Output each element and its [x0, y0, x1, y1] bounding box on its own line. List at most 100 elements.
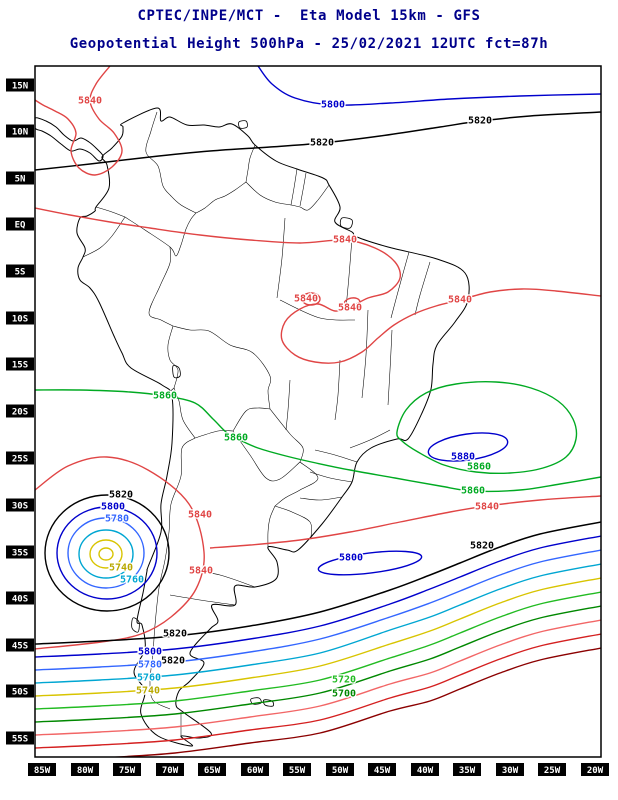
- country-border: [172, 325, 272, 410]
- lon-tick-box-25W: [538, 763, 566, 776]
- lat-tick-label-20S: 20S: [12, 408, 28, 418]
- contour-label-5700: 5700: [332, 689, 356, 700]
- country-border: [194, 430, 234, 439]
- lat-tick-box-5N: [6, 171, 34, 185]
- country-border: [169, 594, 236, 606]
- lat-tick-box-10S: [6, 311, 34, 325]
- contour-line-5800: [35, 535, 601, 658]
- country-border: [195, 181, 247, 214]
- country-border: [334, 359, 341, 421]
- contour-line-5640: [105, 647, 601, 757]
- lat-tick-box-50S: [6, 684, 34, 698]
- contour-label-5720: 5720: [332, 675, 356, 686]
- contour-ring-5880: [427, 432, 509, 462]
- lat-tick-label-5S: 5S: [15, 268, 26, 278]
- country-border: [245, 181, 330, 211]
- lon-tick-label-60W: 60W: [247, 766, 264, 776]
- island: [131, 617, 140, 633]
- country-border: [299, 172, 307, 207]
- lat-tick-box-40S: [6, 591, 34, 605]
- country-border: [82, 216, 126, 258]
- contour-label-5800: 5800: [339, 553, 363, 564]
- contour-label-5840: 5840: [188, 510, 212, 521]
- lon-tick-label-50W: 50W: [332, 766, 349, 776]
- country-border: [361, 309, 369, 399]
- contour-line-5860: [396, 381, 578, 475]
- lat-tick-label-EQ: EQ: [15, 221, 26, 231]
- contour-line-5840: [35, 66, 123, 176]
- contour-label-5740: 5740: [109, 563, 133, 574]
- country-border: [387, 329, 393, 406]
- title-line-2: Geopotential Height 500hPa - 25/02/2021 …: [69, 36, 549, 52]
- map-content: 5800582058205840584058405840584058605860…: [35, 66, 601, 757]
- country-border: [232, 407, 271, 432]
- lat-tick-label-50S: 50S: [12, 688, 28, 698]
- lat-tick-box-5S: [6, 264, 34, 278]
- country-border: [276, 217, 286, 299]
- contour-ring-5820: [44, 494, 170, 612]
- contour-label-5820: 5820: [161, 656, 185, 667]
- country-border: [189, 569, 256, 588]
- contour-line-5660: [35, 633, 601, 749]
- lon-tick-box-65W: [198, 763, 226, 776]
- country-border: [285, 379, 291, 431]
- contour-ring-5740: [89, 539, 123, 569]
- country-border: [309, 471, 353, 483]
- contour-label-5840: 5840: [78, 96, 102, 107]
- contour-ring-5760: [78, 529, 134, 579]
- country-border: [279, 299, 356, 321]
- lon-tick-box-20W: [581, 763, 609, 776]
- lat-tick-box-20S: [6, 404, 34, 418]
- contour-label-5840: 5840: [448, 295, 472, 306]
- country-border: [124, 212, 197, 257]
- contour-line-5720: [35, 591, 601, 710]
- lon-tick-box-80W: [71, 763, 99, 776]
- lat-tick-box-25S: [6, 451, 34, 465]
- lat-tick-box-15N: [6, 78, 34, 92]
- contour-label-5840: 5840: [189, 566, 213, 577]
- lat-tick-label-55S: 55S: [12, 735, 28, 745]
- lat-tick-box-EQ: [6, 217, 34, 231]
- country-border: [349, 429, 391, 449]
- lat-tick-box-45S: [6, 638, 34, 652]
- contour-line-5860: [35, 389, 601, 493]
- contour-label-5820: 5820: [468, 116, 492, 127]
- contour-label-5840: 5840: [294, 294, 318, 305]
- contour-ring-5840: [343, 297, 361, 309]
- lon-tick-label-45W: 45W: [374, 766, 391, 776]
- title-line-1: CPTEC/INPE/MCT - Eta Model 15km - GFS: [137, 8, 481, 24]
- lat-tick-label-25S: 25S: [12, 455, 28, 465]
- contour-ring-5720: [98, 547, 114, 561]
- lat-tick-label-15S: 15S: [12, 361, 28, 371]
- lon-tick-label-25W: 25W: [544, 766, 561, 776]
- contour-line-5700: [35, 605, 601, 723]
- contour-label-5780: 5780: [138, 660, 162, 671]
- country-border: [173, 387, 196, 439]
- lon-tick-label-35W: 35W: [459, 766, 476, 776]
- lat-tick-label-45S: 45S: [12, 642, 28, 652]
- contour-label-5760: 5760: [137, 673, 161, 684]
- lon-tick-box-55W: [283, 763, 311, 776]
- lat-tick-label-40S: 40S: [12, 595, 28, 605]
- contour-label-5780: 5780: [105, 514, 129, 525]
- contour-line-5820: [35, 521, 601, 645]
- contour-line-5840: [35, 207, 601, 364]
- lon-tick-label-80W: 80W: [77, 766, 94, 776]
- lat-tick-box-10N: [6, 124, 34, 138]
- lon-tick-label-65W: 65W: [204, 766, 221, 776]
- contour-ring-5800: [56, 506, 158, 600]
- contour-label-5860: 5860: [153, 391, 177, 402]
- country-border: [148, 246, 174, 327]
- country-border: [274, 505, 312, 539]
- lon-tick-label-85W: 85W: [34, 766, 51, 776]
- contour-label-5760: 5760: [120, 575, 144, 586]
- lat-tick-label-30S: 30S: [12, 502, 28, 512]
- contour-label-5880: 5880: [451, 452, 475, 463]
- contour-ring-5840: [301, 292, 321, 306]
- lat-tick-label-10N: 10N: [12, 128, 28, 138]
- contour-line-5840: [209, 495, 601, 549]
- country-border: [232, 430, 301, 482]
- country-border: [165, 387, 175, 396]
- contour-label-5840: 5840: [333, 235, 357, 246]
